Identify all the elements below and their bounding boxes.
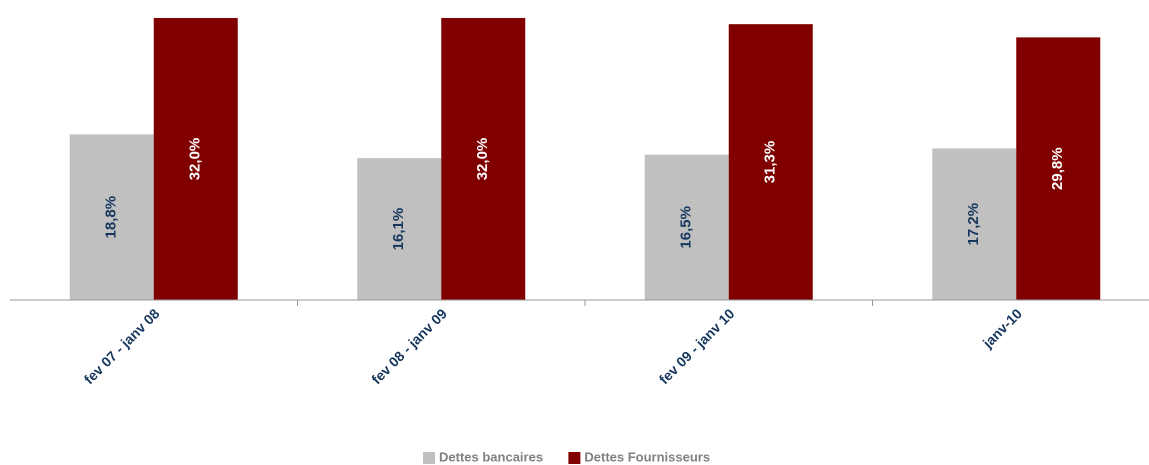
data-label: 31,3% — [762, 141, 779, 184]
legend-label: Dettes Fournisseurs — [584, 449, 710, 464]
data-label: 18,8% — [103, 196, 120, 239]
bar — [728, 24, 813, 300]
bar — [357, 158, 442, 300]
legend-label: Dettes bancaires — [439, 449, 543, 464]
bar — [69, 134, 154, 300]
x-tick-label: fev 08 - janv 09 — [368, 305, 450, 387]
legend-swatch — [568, 452, 581, 464]
data-label: 32,0% — [474, 138, 491, 181]
bar — [644, 154, 729, 300]
data-label: 32,0% — [187, 138, 204, 181]
bar — [932, 148, 1017, 300]
data-label: 29,8% — [1049, 147, 1066, 190]
bar — [153, 18, 238, 300]
x-tick-label: janv-10 — [979, 305, 1025, 351]
legend-swatch — [423, 452, 435, 464]
x-tick-label: fev 09 - janv 10 — [656, 305, 738, 387]
data-label: 16,5% — [678, 206, 695, 249]
data-label: 17,2% — [965, 203, 982, 246]
x-tick-label: fev 07 - janv 08 — [81, 305, 163, 387]
bar — [1016, 37, 1101, 300]
bar — [441, 18, 526, 300]
data-label: 16,1% — [390, 208, 407, 251]
